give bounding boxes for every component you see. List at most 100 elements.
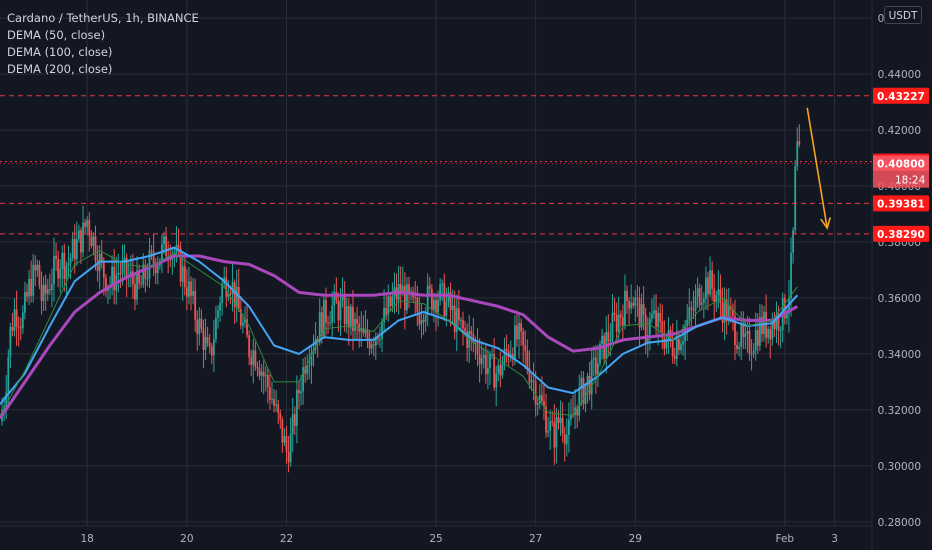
candle-body	[360, 328, 363, 332]
candle-body	[379, 339, 381, 341]
candle-body	[439, 284, 442, 301]
candle-body	[630, 302, 633, 309]
price-tick-label: 0.44000	[878, 69, 921, 81]
candle-body	[675, 338, 678, 359]
candle-body	[34, 264, 37, 271]
candle-body	[408, 284, 410, 295]
candle-body	[293, 414, 296, 426]
candle-body	[777, 314, 780, 331]
candle-body	[51, 284, 53, 291]
candle-body	[736, 344, 738, 349]
candle-body	[385, 307, 388, 315]
time-tick-label: 18	[81, 533, 94, 545]
trend-arrow-head	[820, 217, 832, 230]
candle-body	[271, 398, 273, 400]
candle-body	[457, 308, 460, 321]
candle-body	[594, 357, 597, 375]
candle-body	[756, 330, 759, 346]
currency-button[interactable]: USDT	[884, 6, 922, 24]
candle-body	[576, 407, 579, 416]
candle-body	[742, 325, 745, 337]
candle-body	[445, 301, 448, 317]
price-level-label: 0.39381	[877, 198, 925, 210]
candle-body	[513, 325, 516, 360]
trend-arrow-shaft	[806, 107, 828, 229]
candle-body	[233, 282, 236, 307]
candle-body	[59, 268, 62, 279]
legend-dema-100[interactable]: DEMA (100, close)	[7, 45, 113, 59]
candle-body	[403, 285, 406, 311]
candle-body	[717, 289, 720, 296]
candle-body	[202, 328, 205, 350]
candle-body	[208, 342, 211, 347]
candle-body	[381, 322, 383, 340]
candle-body	[283, 436, 286, 443]
candle-body	[347, 306, 350, 328]
candle-body	[229, 293, 232, 295]
candle-body	[665, 339, 668, 349]
candle-body	[69, 257, 72, 264]
candle-body	[82, 222, 84, 253]
candle-body	[725, 299, 728, 322]
candle-body	[617, 314, 620, 332]
candle-body	[121, 262, 124, 274]
candle-body	[192, 290, 194, 296]
candle-body	[194, 290, 197, 320]
candle-body	[673, 356, 676, 359]
candle-body	[453, 305, 456, 333]
candle-body	[659, 312, 662, 322]
candle-body	[239, 308, 242, 326]
time-tick-label: Feb	[776, 533, 795, 545]
candle-body	[275, 404, 278, 406]
candle-body	[389, 296, 392, 307]
candle-body	[57, 258, 60, 279]
candle-body	[455, 308, 458, 333]
candle-body	[36, 264, 39, 271]
candle-body	[482, 354, 485, 359]
candle-body	[75, 239, 78, 260]
legend-dema-50[interactable]: DEMA (50, close)	[7, 28, 106, 42]
candle-body	[657, 312, 660, 328]
candle-body	[426, 285, 429, 315]
candle-body	[11, 326, 14, 331]
candle-body	[179, 247, 182, 282]
candle-body	[538, 395, 541, 404]
candle-body	[530, 380, 533, 383]
candle-body	[325, 299, 327, 323]
candle-body	[77, 230, 80, 240]
candle-body	[638, 297, 641, 328]
candle-body	[345, 306, 348, 325]
candle-body	[738, 346, 741, 349]
candle-body	[678, 338, 680, 350]
candle-body	[165, 236, 167, 256]
candle-body	[134, 283, 136, 300]
candle-body	[17, 326, 20, 328]
candle-body	[698, 288, 701, 306]
candle-body	[96, 260, 99, 272]
candle-body	[152, 251, 155, 264]
candle-body	[694, 296, 697, 311]
candle-body	[129, 271, 132, 276]
candle-body	[217, 310, 219, 318]
candle-body	[536, 403, 539, 405]
candle-body	[590, 359, 593, 395]
candle-body	[520, 323, 523, 332]
price-level-label: 0.40800	[877, 159, 925, 171]
candle-body	[333, 292, 336, 306]
price-level-label: 0.38290	[877, 229, 925, 241]
candle-body	[522, 331, 525, 346]
price-level-tag	[873, 225, 929, 242]
candle-body	[462, 320, 464, 329]
candle-body	[441, 283, 444, 285]
candle-body	[424, 314, 427, 322]
candle-body	[42, 284, 45, 301]
candle-body	[420, 320, 423, 325]
candle-body	[100, 253, 103, 262]
candle-body	[661, 321, 664, 339]
candle-body	[655, 310, 657, 328]
candle-body	[163, 236, 165, 245]
legend-dema-200[interactable]: DEMA (200, close)	[7, 62, 113, 76]
